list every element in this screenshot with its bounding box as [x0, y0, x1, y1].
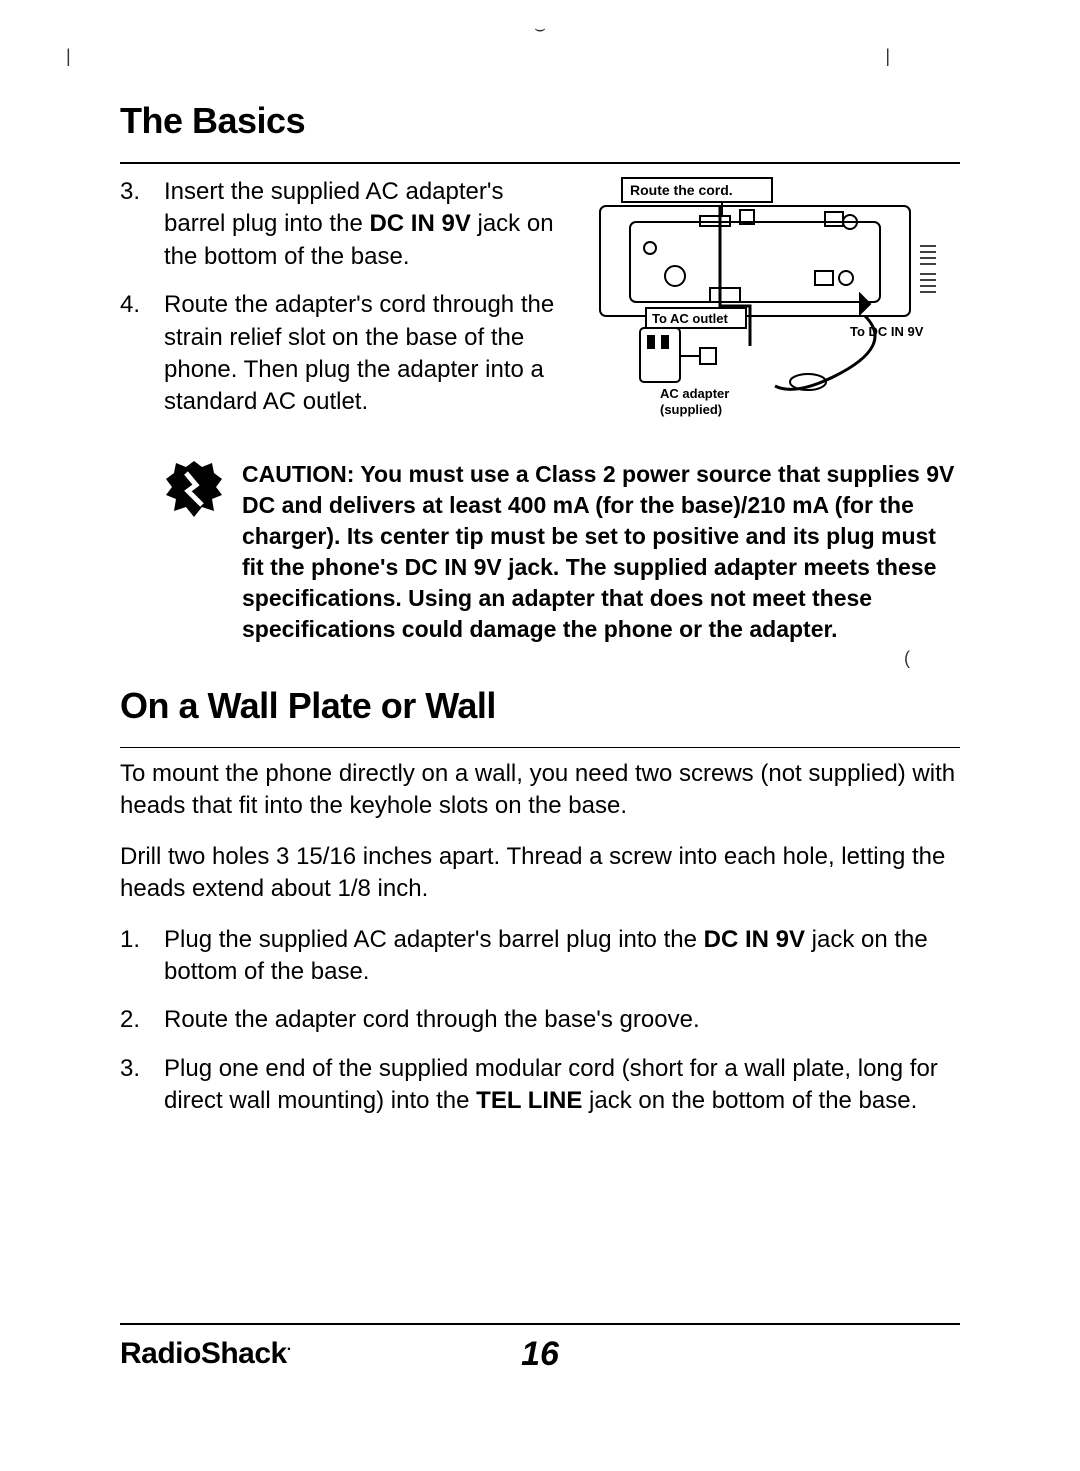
- step-number: 4.: [120, 289, 164, 419]
- diagram-label: Route the cord.: [630, 182, 733, 198]
- diagram-label: To DC IN 9V: [850, 324, 924, 339]
- steps-list-a: 3.Insert the supplied AC adapter's barre…: [120, 176, 570, 419]
- step-text: Route the adapter's cord through the str…: [164, 289, 570, 419]
- diagram-label: To AC outlet: [652, 311, 728, 326]
- footer-rule: [120, 1323, 960, 1325]
- step-text: Plug the supplied AC adapter's barrel pl…: [164, 924, 960, 989]
- body-paragraph: Drill two holes 3 15/16 inches apart. Th…: [120, 841, 960, 906]
- step-number: 2.: [120, 1004, 164, 1036]
- step-number: 1.: [120, 924, 164, 989]
- cropmark: |: [885, 46, 890, 67]
- step-number: 3.: [120, 176, 164, 273]
- caution-block: CAUTION: You must use a Class 2 power so…: [164, 459, 960, 645]
- step-item: 4.Route the adapter's cord through the s…: [120, 289, 570, 419]
- step-item: 1.Plug the supplied AC adapter's barrel …: [120, 924, 960, 989]
- step-item: 3.Insert the supplied AC adapter's barre…: [120, 176, 570, 273]
- cropmark: (: [904, 648, 910, 669]
- step-text: Route the adapter cord through the base'…: [164, 1004, 960, 1036]
- page-number: 16: [521, 1335, 559, 1374]
- body-paragraph: To mount the phone directly on a wall, y…: [120, 758, 960, 823]
- steps-list-b: 1.Plug the supplied AC adapter's barrel …: [120, 924, 960, 1118]
- manual-page: | | ⌣ ( The Basics 3.Insert the supplied…: [0, 0, 1080, 1471]
- caution-icon: [164, 459, 224, 519]
- page-footer: RadioShack. 16: [120, 1315, 960, 1371]
- steps-and-diagram: 3.Insert the supplied AC adapter's barre…: [120, 176, 960, 435]
- step-number: 3.: [120, 1053, 164, 1118]
- cropmark: |: [66, 46, 71, 67]
- caution-text: CAUTION: You must use a Class 2 power so…: [242, 459, 960, 645]
- step-text: Insert the supplied AC adapter's barrel …: [164, 176, 570, 273]
- step-text: Plug one end of the supplied modular cor…: [164, 1053, 960, 1118]
- step-item: 3.Plug one end of the supplied modular c…: [120, 1053, 960, 1118]
- cord-routing-diagram: Route the cord. To AC outlet To DC IN 9V…: [590, 176, 960, 426]
- brand-logo: RadioShack.: [120, 1337, 291, 1371]
- cropmark: ⌣: [534, 18, 546, 39]
- diagram-label: AC adapter: [660, 386, 729, 401]
- section-title: The Basics: [120, 100, 960, 142]
- step-item: 2.Route the adapter cord through the bas…: [120, 1004, 960, 1036]
- section-rule: [120, 747, 960, 748]
- section-rule: [120, 162, 960, 164]
- section-title: On a Wall Plate or Wall: [120, 685, 960, 727]
- diagram-label: (supplied): [660, 402, 722, 417]
